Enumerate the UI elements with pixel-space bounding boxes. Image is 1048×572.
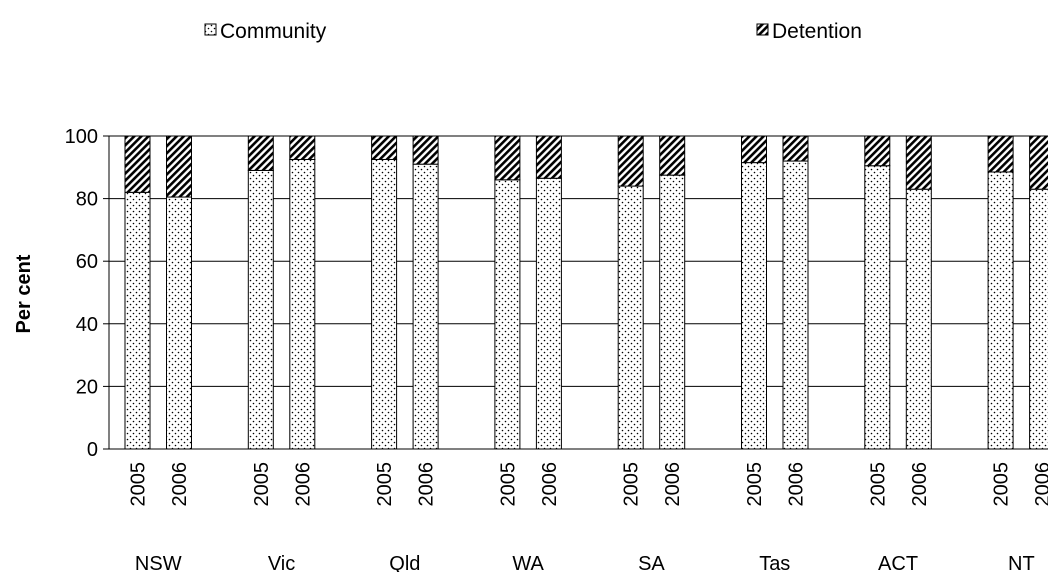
x-tick-label-year: 2005 [497, 462, 519, 507]
x-tick-label-year: 2005 [128, 462, 150, 507]
bar-community [1029, 188, 1048, 450]
bar-community [289, 158, 316, 450]
bar-community [782, 160, 809, 450]
x-group-label: WA [512, 553, 544, 572]
bar-detention [124, 135, 151, 193]
bar-detention [371, 135, 398, 160]
x-tick-label-year: 2006 [539, 462, 561, 507]
bar-community [535, 177, 562, 450]
legend-swatch-detention [756, 23, 769, 36]
bar-community [371, 158, 398, 450]
bar-detention [494, 135, 521, 181]
x-tick-label-year: 2006 [909, 462, 931, 507]
x-group-label: Vic [268, 553, 295, 572]
bar-detention [535, 135, 562, 179]
bar-community [494, 179, 521, 450]
legend-label-community: Community [220, 20, 327, 43]
y-axis-ticks: 0 20 40 60 80 100 [65, 126, 109, 461]
y-tick-label: 80 [76, 189, 98, 211]
x-tick-label-year: 2005 [621, 462, 643, 507]
y-tick-label: 100 [65, 126, 98, 148]
x-group-label: NSW [135, 553, 182, 572]
bar-detention [905, 135, 932, 190]
x-group-label: ACT [878, 553, 918, 572]
x-tick-label-year: 2006 [1032, 462, 1048, 507]
bar-community [741, 162, 767, 450]
bar-community [987, 171, 1014, 450]
legend-label-detention: Detention [772, 20, 862, 43]
bar-detention [741, 135, 767, 164]
bar-detention [987, 135, 1014, 173]
x-axis-group-labels: NSW Vic Qld WA SA Tas ACT NT [135, 553, 1035, 572]
y-axis-title: Per cent [13, 254, 35, 333]
x-tick-label-year: 2006 [662, 462, 684, 507]
x-tick-label-year: 2005 [374, 462, 396, 507]
x-group-label: Tas [759, 553, 790, 572]
bar-detention [659, 135, 686, 176]
x-tick-label-year: 2006 [416, 462, 438, 507]
y-tick-label: 60 [76, 251, 98, 273]
bar-community [166, 196, 192, 450]
legend-item-community: Community [204, 20, 327, 43]
bar-community [659, 174, 686, 450]
bar-community [412, 163, 439, 450]
bar-detention [782, 135, 809, 162]
bar-community [124, 191, 151, 450]
bar-detention [864, 135, 891, 167]
x-tick-label-year: 2006 [786, 462, 808, 507]
legend: Community Detention [204, 20, 862, 43]
x-group-label: NT [1008, 553, 1035, 572]
bar-detention [617, 135, 644, 187]
x-tick-label-year: 2005 [744, 462, 766, 507]
bar-community [905, 188, 932, 450]
bar-detention [1029, 135, 1048, 190]
legend-swatch-community [204, 23, 217, 36]
legend-item-detention: Detention [756, 20, 862, 43]
y-tick-label: 20 [76, 376, 98, 398]
y-tick-label: 40 [76, 314, 98, 336]
bar-detention [247, 135, 274, 171]
x-group-label: SA [638, 553, 665, 572]
x-tick-label-year: 2006 [169, 462, 191, 507]
bar-community [247, 169, 274, 450]
bar-detention [166, 135, 192, 198]
x-axis-year-labels: 2005 2006 2005 2006 2005 2006 2005 2006 2005 2006… [128, 462, 1048, 507]
x-group-label: Qld [389, 553, 420, 572]
x-tick-label-year: 2006 [292, 462, 314, 507]
bar-detention [289, 135, 316, 160]
bars [124, 135, 1048, 450]
y-tick-label: 0 [87, 439, 98, 461]
bar-detention [412, 135, 439, 165]
x-tick-label-year: 2005 [251, 462, 273, 507]
x-tick-label-year: 2005 [991, 462, 1013, 507]
bar-community [864, 165, 891, 450]
bar-community [617, 185, 644, 450]
x-tick-label-year: 2005 [867, 462, 889, 507]
